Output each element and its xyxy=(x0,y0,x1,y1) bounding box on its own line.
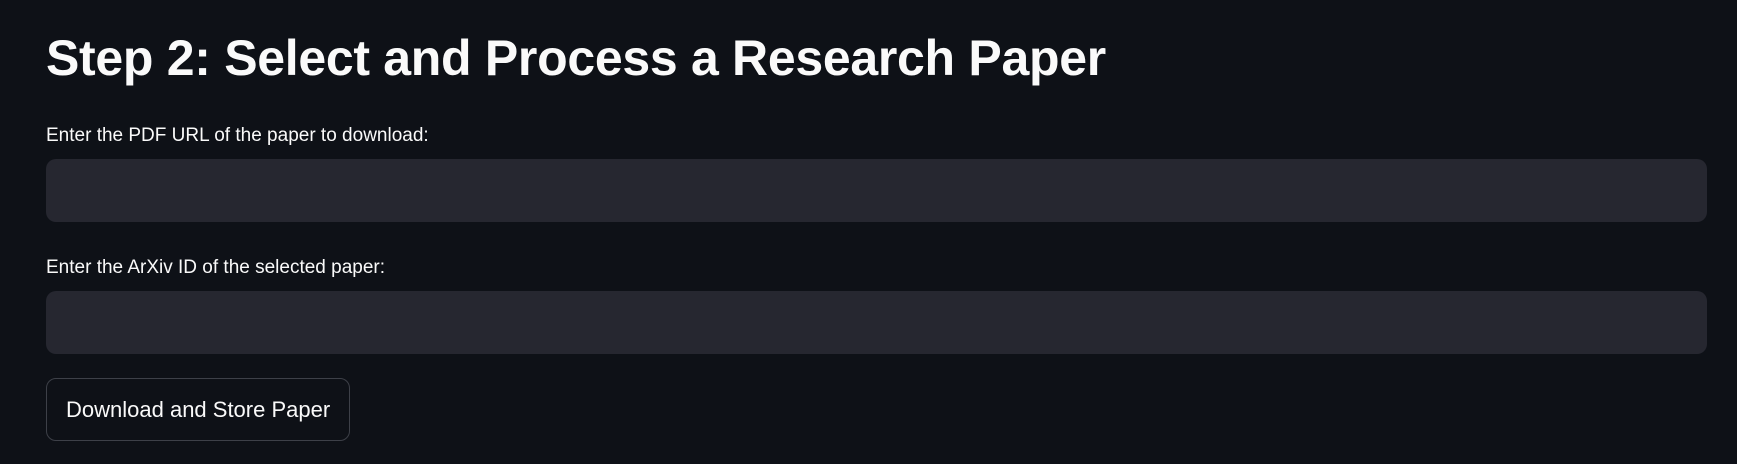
pdf-url-label: Enter the PDF URL of the paper to downlo… xyxy=(46,125,429,146)
download-and-store-button[interactable]: Download and Store Paper xyxy=(46,378,351,441)
pdf-url-input[interactable] xyxy=(46,159,1707,222)
arxiv-id-input[interactable] xyxy=(46,291,1707,354)
page-title: Step 2: Select and Process a Research Pa… xyxy=(46,30,1106,86)
arxiv-id-label: Enter the ArXiv ID of the selected paper… xyxy=(46,257,386,278)
